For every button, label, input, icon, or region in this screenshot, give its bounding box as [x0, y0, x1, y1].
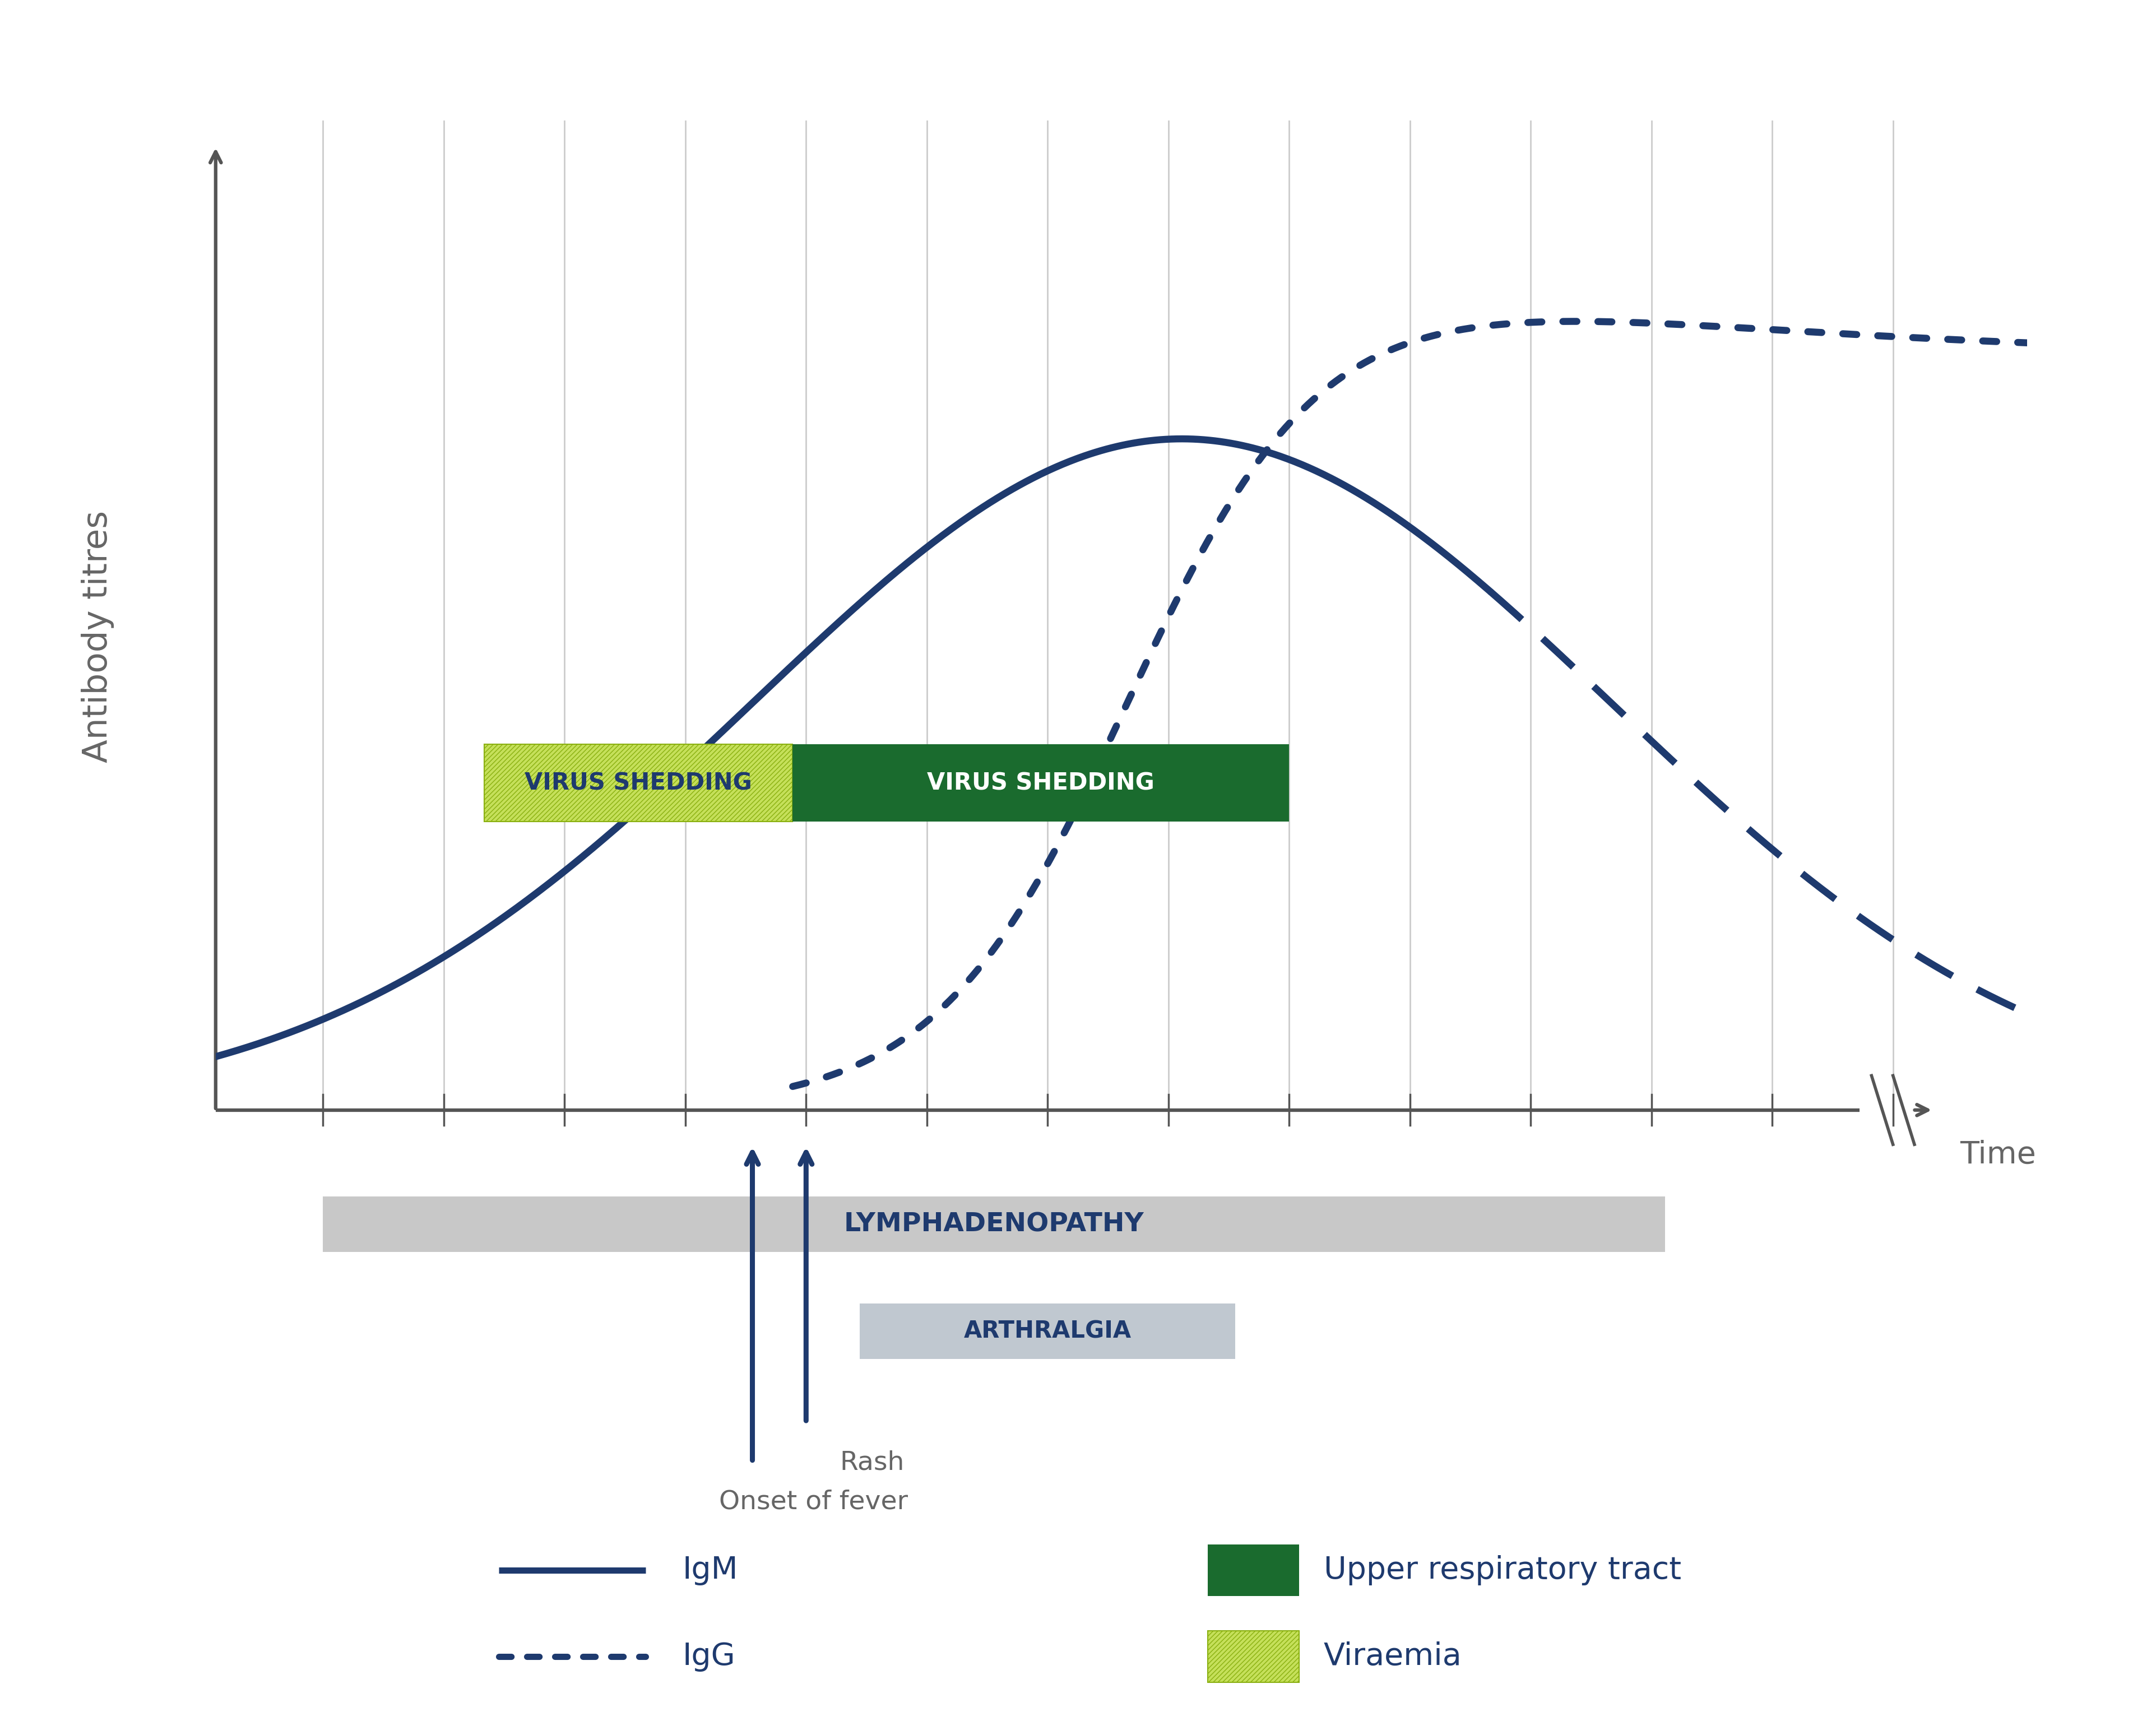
Text: VIRUS SHEDDING: VIRUS SHEDDING — [927, 771, 1153, 795]
Bar — [1207, 1632, 1298, 1683]
Bar — [793, 743, 1289, 821]
Text: ARTHRALGIA: ARTHRALGIA — [964, 1320, 1132, 1342]
Text: Antibody titres: Antibody titres — [82, 511, 114, 762]
Bar — [483, 743, 793, 821]
Bar — [1207, 1545, 1298, 1597]
Text: Viraemia: Viraemia — [1324, 1642, 1462, 1671]
Text: IgG: IgG — [681, 1642, 735, 1671]
Text: Time: Time — [1960, 1139, 2035, 1170]
Bar — [483, 743, 793, 821]
Text: Upper respiratory tract: Upper respiratory tract — [1324, 1556, 1682, 1585]
Text: IgM: IgM — [681, 1556, 737, 1585]
Bar — [1207, 1632, 1298, 1683]
Text: Onset of fever: Onset of fever — [718, 1489, 908, 1514]
Bar — [323, 1196, 1664, 1253]
Text: Rash: Rash — [839, 1449, 903, 1475]
Bar — [860, 1303, 1235, 1360]
Text: VIRUS SHEDDING: VIRUS SHEDDING — [524, 771, 752, 795]
Text: LYMPHADENOPATHY: LYMPHADENOPATHY — [843, 1212, 1143, 1237]
